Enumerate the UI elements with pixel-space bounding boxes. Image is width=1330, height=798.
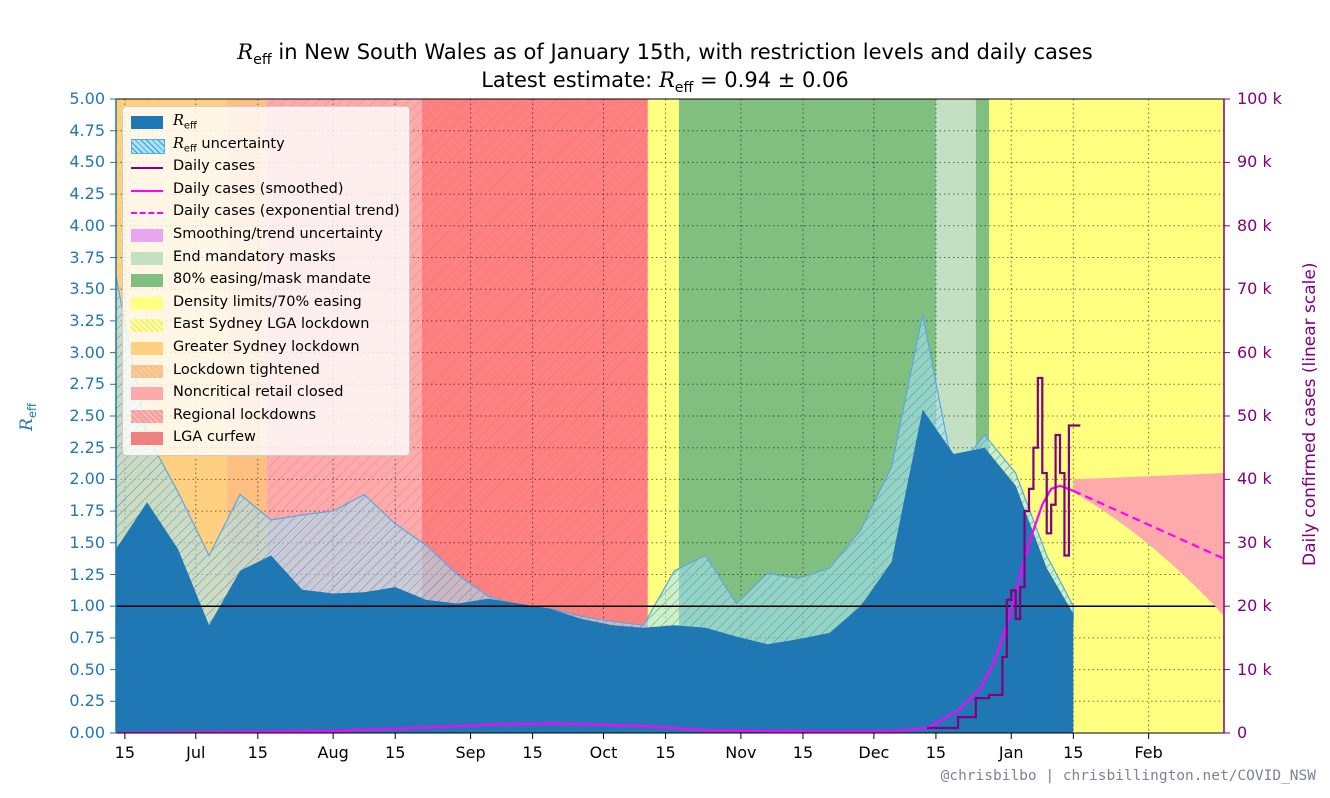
legend-swatch: [131, 274, 163, 288]
legend-swatch: [131, 251, 163, 265]
legend-label: Daily cases: [173, 158, 256, 175]
y-tick-left-label: 2.25: [69, 437, 105, 457]
chart-title: Reff in New South Wales as of January 15…: [237, 40, 1093, 68]
legend-label: 80% easing/mask mandate: [173, 271, 371, 288]
y-tick-right-label: 20 k: [1237, 596, 1272, 616]
y-tick-left-label: 1.75: [69, 501, 105, 521]
y-tick-right-label: 40 k: [1237, 469, 1272, 489]
y-tick-right-label: 80 k: [1237, 215, 1272, 235]
legend-swatch: [131, 409, 163, 423]
x-tick-label: Oct: [589, 743, 618, 762]
x-tick-label: Jan: [998, 743, 1024, 762]
legend: Reff Reff uncertainty Daily cases Daily cas…: [122, 106, 410, 456]
x-tick-label: 15: [522, 743, 543, 762]
legend-swatch: [131, 432, 163, 446]
legend-label: Daily cases (exponential trend): [173, 203, 400, 220]
x-tick-label: Nov: [725, 743, 757, 762]
legend-swatch: [131, 116, 163, 129]
y-tick-right-label: 90 k: [1237, 152, 1272, 172]
credit-text: @chrisbilbo | chrisbillington.net/COVID_…: [940, 768, 1316, 784]
x-tick-label: Aug: [317, 743, 349, 762]
y-tick-left-label: 4.50: [69, 152, 105, 172]
legend-label: End mandatory masks: [173, 248, 336, 265]
cases-daily-line: [927, 376, 1081, 730]
x-tick-label: Feb: [1134, 743, 1163, 762]
y-tick-right-label: 0: [1237, 723, 1248, 742]
legend-label: Reff uncertainty: [173, 135, 285, 155]
x-tick-label: 15: [385, 743, 406, 762]
x-tick-label: Sep: [455, 743, 486, 762]
y-tick-right-label: 10 k: [1237, 659, 1272, 679]
legend-label: Daily cases (smoothed): [173, 180, 344, 197]
y-tick-left-label: 4.00: [69, 215, 105, 235]
y-tick-left-label: 1.00: [69, 596, 105, 616]
y-tick-left-label: 2.00: [69, 469, 105, 489]
legend-swatch: [131, 229, 163, 242]
y-tick-left-label: 0.25: [69, 691, 105, 711]
legend-swatch: [131, 189, 163, 192]
x-tick-label: 15: [247, 743, 268, 762]
legend-label: Smoothing/trend uncertainty: [173, 226, 383, 242]
y-tick-left-label: 4.25: [69, 184, 105, 204]
y-tick-left-label: 1.25: [69, 564, 105, 584]
legend-label: East Sydney LGA lockdown: [173, 316, 370, 333]
y-tick-left-label: 2.50: [69, 406, 105, 425]
legend-label: Noncritical retail closed: [173, 384, 344, 401]
cases-smoothed-line: [116, 484, 1074, 733]
y-tick-right-label: 100 k: [1237, 89, 1282, 108]
y-tick-right-label: 70 k: [1237, 279, 1272, 299]
x-tick-label: 15: [1063, 743, 1084, 762]
x-tick-label: 15: [792, 743, 814, 762]
y-tick-right-label: 60 k: [1237, 342, 1272, 362]
x-tick-label: 15: [114, 743, 136, 762]
y-tick-left-label: 0.00: [69, 723, 105, 742]
legend-swatch: [131, 296, 163, 310]
legend-swatch: [131, 138, 165, 154]
legend-label: Lockdown tightened: [173, 361, 320, 378]
x-tick-label: 15: [655, 743, 676, 762]
y-tick-left-label: 3.50: [69, 279, 105, 299]
cases-trend-line: [1072, 489, 1224, 560]
y-axis-left-label: Reff: [16, 403, 39, 431]
legend-swatch: [131, 212, 163, 215]
legend-swatch: [131, 342, 163, 355]
legend-swatch: [131, 319, 163, 333]
legend-swatch: [131, 167, 163, 170]
x-tick-label: 15: [925, 743, 947, 762]
y-tick-right-label: 50 k: [1237, 406, 1272, 425]
y-tick-right-label: 30 k: [1237, 532, 1272, 552]
y-tick-left-label: 0.50: [69, 659, 105, 679]
legend-label: Reff: [173, 113, 197, 132]
y-tick-left-label: 0.75: [69, 627, 105, 647]
reff-area: [116, 409, 1074, 733]
legend-label: Regional lockdowns: [173, 406, 317, 423]
y-tick-left-label: 1.50: [69, 532, 105, 552]
y-tick-left-label: 5.00: [69, 89, 105, 108]
legend-label: Density limits/70% easing: [173, 293, 362, 310]
chart-subtitle: Latest estimate: Reff = 0.94 ± 0.06: [481, 68, 849, 96]
legend-label: Greater Sydney lockdown: [173, 339, 360, 355]
x-tick-label: Dec: [858, 743, 890, 762]
legend-swatch: [131, 387, 163, 401]
x-tick-label: Jul: [186, 743, 206, 762]
y-tick-left-label: 2.75: [69, 374, 105, 394]
y-tick-left-label: 4.75: [69, 120, 105, 140]
legend-label: LGA curfew: [173, 429, 256, 446]
y-tick-left-label: 3.25: [69, 310, 105, 330]
legend-swatch: [131, 364, 163, 378]
y-tick-left-label: 3.75: [69, 247, 105, 267]
y-axis-right-label: Daily confirmed cases (linear scale): [1300, 262, 1320, 566]
y-tick-left-label: 3.00: [69, 342, 105, 362]
